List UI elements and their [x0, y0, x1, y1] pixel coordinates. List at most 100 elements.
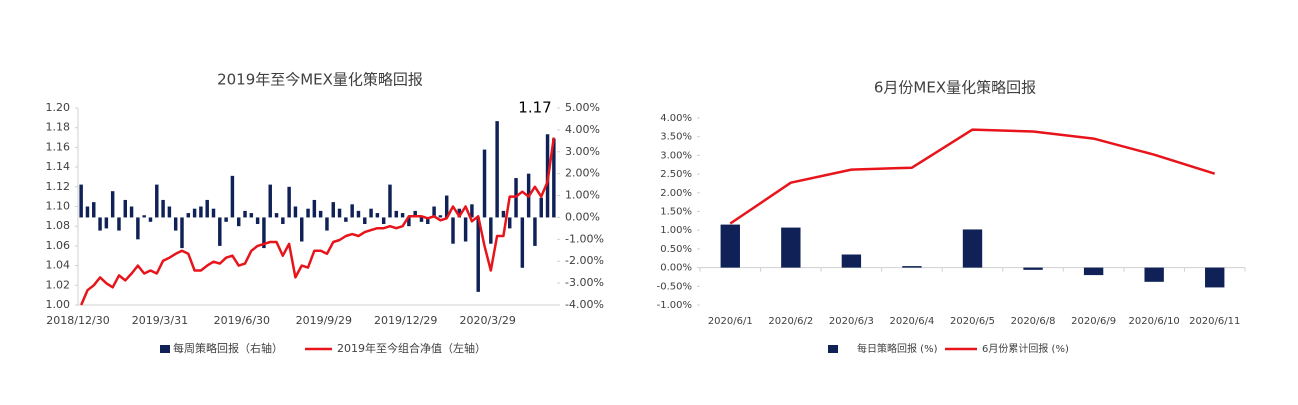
bar [533, 217, 537, 246]
bar [962, 229, 983, 268]
bar [186, 213, 191, 218]
bar [173, 217, 178, 231]
bar [520, 217, 525, 268]
bar [199, 206, 203, 218]
line [729, 128, 1216, 225]
bar [167, 206, 172, 218]
bar [136, 217, 140, 240]
bar [325, 217, 329, 231]
y2-tick-label: -4.00% [565, 298, 604, 311]
y-tick-label: 1.20 [46, 101, 71, 114]
bar [262, 217, 266, 249]
bar [117, 217, 121, 231]
y2-tick-label: -3.00% [565, 276, 604, 289]
bar [552, 138, 556, 218]
bar [92, 202, 96, 218]
legend-label: 每周策略回报（右轴） [173, 341, 283, 355]
bar [413, 210, 417, 218]
bar [432, 206, 436, 218]
y2-tick-label: 5.00% [565, 101, 600, 114]
y2-tick-label: -2.00% [565, 254, 604, 267]
x-tick-label: 2020/6/3 [829, 316, 874, 327]
bar [444, 195, 449, 218]
bar [463, 217, 468, 242]
x-tick-label: 2019/12/29 [374, 314, 437, 327]
y-tick-label: 1.14 [46, 160, 71, 173]
bar [489, 217, 493, 244]
bar [344, 217, 348, 222]
bar [85, 206, 90, 218]
legend-label: 2019年至今组合净值（左轴） [337, 341, 486, 355]
bar [1205, 267, 1225, 288]
annotation: 1.17 [518, 99, 551, 117]
bar [300, 217, 304, 242]
bar [224, 217, 228, 222]
bar [1144, 267, 1164, 282]
y-tick-label: 3.50% [660, 132, 692, 143]
bar [400, 213, 405, 218]
bar [129, 206, 134, 218]
y2-tick-label: 4.00% [565, 123, 600, 136]
y-tick-label: 1.02 [46, 278, 71, 291]
bar [331, 202, 335, 218]
bar [902, 266, 922, 268]
bar [438, 215, 443, 218]
bar [539, 197, 543, 218]
bar [218, 217, 222, 246]
bar [155, 184, 159, 218]
bar [381, 217, 386, 225]
bar [369, 208, 373, 218]
legend-label: 每日策略回报 (%) [857, 342, 938, 355]
y2-tick-label: 2.00% [565, 167, 600, 180]
y-tick-label: 4.00% [660, 113, 692, 124]
legend-swatch [160, 345, 170, 353]
bar [407, 217, 411, 227]
bar [110, 191, 115, 218]
bar [98, 217, 102, 231]
x-tick-label: 2020/6/10 [1129, 316, 1180, 327]
chart-title: 6月份MEX量化策略回报 [874, 79, 1036, 97]
y-tick-label: 1.00% [660, 225, 692, 236]
y-tick-label: 1.08 [46, 219, 71, 232]
x-tick-label: 2020/6/4 [889, 316, 934, 327]
bar [236, 217, 241, 227]
x-tick-label: 2020/6/9 [1071, 316, 1116, 327]
bar [356, 210, 361, 218]
bar [363, 217, 367, 225]
bar [720, 224, 740, 268]
x-tick-label: 2019/3/31 [132, 314, 188, 327]
y2-tick-label: -1.00% [565, 232, 604, 245]
y-tick-label: 1.50% [660, 207, 692, 218]
y-tick-label: 1.10 [46, 200, 71, 213]
x-tick-label: 2020/6/1 [708, 316, 753, 327]
bar [79, 184, 83, 218]
bar [104, 217, 109, 229]
bar [1023, 267, 1043, 270]
y-tick-label: 1.06 [46, 239, 71, 252]
y-tick-label: 0.50% [660, 244, 692, 255]
bar [781, 227, 801, 268]
bar [287, 186, 291, 218]
x-tick-label: 2019/9/29 [296, 314, 352, 327]
y-tick-label: 2.00% [660, 188, 692, 199]
y-tick-label: -0.50% [657, 281, 692, 292]
bar [161, 199, 165, 218]
y2-tick-label: 0.00% [565, 210, 600, 223]
y-tick-label: 0.00% [660, 263, 692, 274]
bar [841, 254, 862, 268]
y-tick-label: 2.50% [660, 169, 692, 180]
legend-label: 6月份累计回报 (%) [982, 342, 1069, 355]
x-tick-label: 2019/6/30 [214, 314, 270, 327]
bar [123, 199, 128, 218]
bar [148, 217, 153, 222]
y-tick-label: 1.12 [46, 180, 71, 193]
bar [306, 208, 310, 218]
bar [337, 208, 342, 218]
bar [482, 149, 487, 218]
bar [211, 208, 216, 218]
y2-tick-label: 3.00% [565, 145, 600, 158]
y-tick-label: 3.00% [660, 150, 692, 161]
x-tick-label: 2020/6/8 [1011, 316, 1056, 327]
